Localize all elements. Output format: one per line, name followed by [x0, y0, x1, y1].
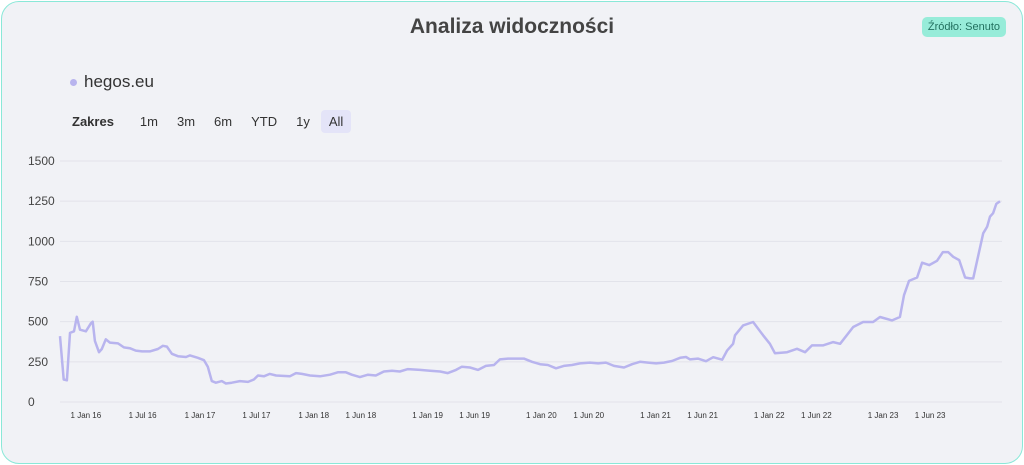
- y-tick-label: 1500: [28, 154, 55, 168]
- x-tick-label: 1 Jun 18: [346, 411, 377, 420]
- y-tick-label: 500: [28, 315, 48, 329]
- x-tick-label: 1 Jan 23: [868, 411, 899, 420]
- range-label: Zakres: [72, 114, 114, 129]
- x-tick-label: 1 Jul 16: [129, 411, 158, 420]
- source-badge: Źródło: Senuto: [921, 17, 1006, 37]
- range-button-ytd[interactable]: YTD: [251, 114, 278, 129]
- range-selector: Zakres 1m 3m 6m YTD 1y All: [72, 110, 354, 133]
- x-tick-label: 1 Jun 23: [915, 411, 946, 420]
- y-tick-label: 1000: [28, 234, 55, 248]
- range-button-3m[interactable]: 3m: [176, 114, 196, 129]
- range-button-1y[interactable]: 1y: [296, 114, 310, 129]
- legend-item-hegos[interactable]: hegos.eu: [70, 72, 154, 92]
- x-tick-label: 1 Jun 20: [573, 411, 604, 420]
- legend-dot-icon: [70, 78, 77, 86]
- x-tick-label: 1 Jan 18: [298, 411, 329, 420]
- x-tick-label: 1 Jan 20: [526, 411, 557, 420]
- x-tick-label: 1 Jun 22: [801, 411, 832, 420]
- legend-label: hegos.eu: [84, 72, 154, 91]
- range-button-1m[interactable]: 1m: [139, 114, 158, 129]
- x-tick-label: 1 Jun 21: [687, 411, 718, 420]
- y-tick-label: 250: [28, 355, 48, 369]
- chart-title: Analiza widoczności: [409, 15, 615, 38]
- x-tick-label: 1 Jan 16: [71, 411, 102, 420]
- y-tick-label: 1250: [28, 194, 55, 208]
- x-tick-label: 1 Jan 21: [640, 411, 671, 420]
- series-line-hegos: [58, 200, 1001, 385]
- x-tick-label: 1 Jan 22: [754, 411, 785, 420]
- y-tick-label: 750: [28, 275, 48, 289]
- y-tick-label: 0: [28, 395, 35, 409]
- range-button-all[interactable]: All: [320, 110, 352, 133]
- x-tick-label: 1 Jul 17: [242, 411, 271, 420]
- x-tick-label: 1 Jan 17: [185, 411, 216, 420]
- x-tick-label: 1 Jan 19: [412, 411, 443, 420]
- range-button-6m[interactable]: 6m: [214, 114, 233, 129]
- x-tick-label: 1 Jun 19: [459, 411, 490, 420]
